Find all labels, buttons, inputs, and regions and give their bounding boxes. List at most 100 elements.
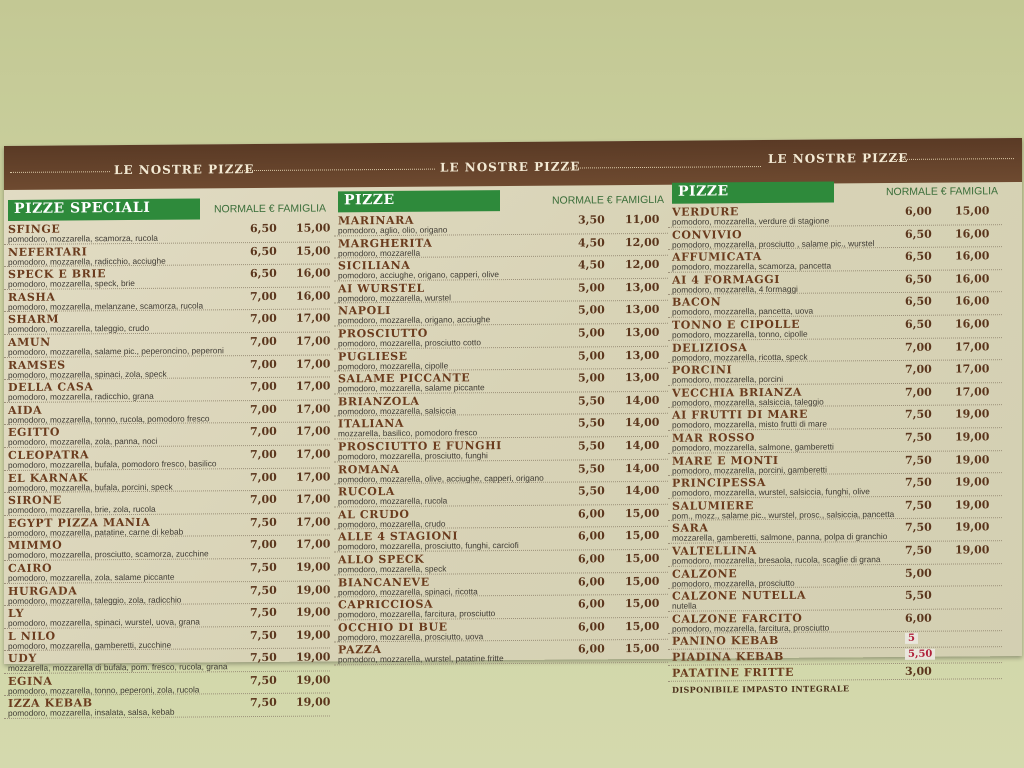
price-famiglia: 19,00 [296, 605, 331, 619]
price-normale: 5,50 [578, 416, 605, 430]
price-famiglia: 17,00 [296, 492, 331, 506]
menu-item: SALAME PICCANTE pomodoro, mozzarella, sal… [334, 368, 668, 395]
item-ingredients: pomodoro, mozzarella, porcini, gamberett… [672, 464, 827, 476]
item-ingredients: pomodoro, mozzarella, ricotta, speck [672, 351, 808, 363]
menu-item: TONNO E CIPOLLE pomodoro, mozzarella, ton… [668, 315, 1002, 341]
menu-item: CALZONE NUTELLA nutella 5,50 [668, 586, 1002, 612]
price-normale: 7,50 [905, 475, 932, 490]
price-normale: 6,50 [905, 317, 932, 331]
menu-item: DELIZIOSA pomodoro, mozzarella, ricotta, … [668, 337, 1002, 363]
item-ingredients: pomodoro, mozzarella, taleggio, crudo [8, 323, 150, 335]
price-normale: 6,00 [578, 597, 605, 611]
menu-item: SICILIANA pomodoro, acciughe, origano, ca… [334, 255, 668, 282]
price-famiglia: 19,00 [955, 543, 990, 557]
price-famiglia: 17,00 [955, 339, 990, 354]
price-normale: 5 [905, 633, 918, 645]
item-ingredients: mozzarella, basilico, pomodoro fresco [338, 427, 478, 439]
menu-item: MARE E MONTI pomodoro, mozzarella, porcin… [668, 450, 1002, 476]
price-normale: 5,00 [578, 281, 605, 295]
price-famiglia: 17,00 [296, 469, 331, 484]
menu-item: AI FRUTTI DI MARE pomodoro, mozzarella, m… [668, 405, 1002, 431]
price-normale: 6,50 [250, 244, 277, 258]
menu-item: VECCHIA BRIANZA pomodoro, mozzarella, sal… [668, 382, 1002, 409]
price-famiglia: 17,00 [955, 362, 990, 376]
divider [10, 171, 110, 173]
price-normale: 7,50 [905, 521, 932, 535]
price-normale: 7,00 [905, 362, 932, 377]
menu-item: SHARM pomodoro, mozzarella, taleggio, cru… [4, 309, 331, 335]
price-famiglia: 16,00 [296, 289, 331, 303]
price-famiglia: 19,00 [955, 520, 990, 534]
menu-item: PORCINI pomodoro, mozzarella, porcini 7,00… [668, 360, 1002, 386]
price-normale: 7,50 [905, 430, 932, 444]
price-famiglia: 17,00 [955, 385, 990, 399]
menu-item: SFINGE pomodoro, mozzarella, scamorza, ru… [4, 219, 331, 245]
price-normale: 5,00 [905, 566, 932, 580]
menu-item: VERDURE pomodoro, mozzarella, verdure di … [668, 202, 1002, 228]
price-famiglia: 17,00 [296, 379, 331, 393]
divider [240, 168, 435, 172]
menu-item: AI WURSTEL pomodoro, mozzarella, wurstel 5… [334, 278, 668, 304]
item-ingredients: pomodoro, mozzarella, speck [338, 563, 447, 575]
price-famiglia: 17,00 [296, 311, 331, 326]
menu-item: MARGHERITA pomodoro, mozzarella 4,50 12,00 [334, 233, 668, 259]
item-ingredients: pomodoro, mozzarella, prosciutto, funghi [338, 450, 488, 462]
menu-item: BACON pomodoro, mozzarella, pancetta, uov… [668, 292, 1002, 318]
price-normale: 5,00 [578, 371, 605, 385]
section-label: PIZZE SPECIALI [8, 198, 200, 221]
price-famiglia: 15,00 [625, 529, 660, 543]
menu-item: CALZONE FARCITO pomodoro, mozzarella, far… [668, 608, 1002, 635]
menu-item: EGINA pomodoro, mozzarella, tonno, pepero… [4, 671, 330, 697]
price-normale: 6,00 [578, 507, 605, 521]
price-header: NORMALE € FAMIGLIA [551, 193, 664, 207]
item-ingredients: pomodoro, mozzarella, radicchio, acciugh… [8, 255, 166, 267]
item-ingredients: pomodoro, mozzarella, scamorza, rucola [8, 232, 158, 244]
price-normale: 4,50 [578, 235, 605, 250]
menu-item: UDY mozzarella, mozzarella di bufala, pom… [4, 648, 331, 674]
menu-item: IZZA KEBAB pomodoro, mozzarella, insalata… [4, 693, 330, 720]
menu-item: VALTELLINA pomodoro, mozzarella, bresaola… [668, 541, 1002, 567]
item-ingredients: pomodoro, mozzarella, misto frutti di ma… [672, 418, 827, 431]
price-famiglia: 12,00 [625, 258, 660, 272]
menu-item: RAMSES pomodoro, mozzarella, spinaci, zol… [4, 355, 330, 381]
price-normale: 7,00 [250, 470, 277, 484]
price-famiglia: 15,00 [296, 221, 331, 235]
price-normale: 7,00 [250, 538, 277, 552]
section-header: PIZZE NORMALE € FAMIGLIA [668, 180, 1002, 205]
item-name: PANINO KEBAB [672, 634, 779, 649]
price-normale: 6,50 [250, 267, 277, 281]
price-header: NORMALE € FAMIGLIA [213, 202, 326, 216]
price-famiglia: 16,00 [955, 249, 990, 263]
price-normale: 7,50 [250, 583, 277, 597]
price-normale: 6,00 [578, 619, 605, 634]
price-normale: 6,00 [578, 529, 605, 543]
menu-item: SIRONE pomodoro, mozzarella, brie, zola, … [4, 490, 331, 516]
price-famiglia: 19,00 [296, 650, 331, 664]
price-famiglia: 14,00 [625, 438, 660, 453]
price-famiglia: 17,00 [296, 424, 331, 439]
price-famiglia: 15,00 [625, 596, 660, 611]
price-normale: 7,50 [250, 605, 277, 620]
menu-item: ITALIANA mozzarella, basilico, pomodoro f… [334, 414, 668, 440]
price-normale: 5,50 [905, 648, 936, 661]
item-ingredients: pomodoro, mozzarella, tonno, peperoni, z… [8, 684, 200, 696]
menu-item: EL KARNAK pomodoro, mozzarella, bufala, p… [4, 467, 331, 494]
item-ingredients: pomodoro, mozzarella, zola, salame picca… [8, 571, 175, 583]
item-ingredients: pomodoro, mozzarella, crudo [338, 518, 446, 530]
item-ingredients: pomodoro, mozzarella, speck, brie [8, 278, 135, 290]
menu-item: BRIANZOLA pomodoro, mozzarella, salsiccia… [334, 391, 668, 417]
price-famiglia: 15,00 [955, 204, 990, 218]
price-normale: 5,50 [905, 588, 932, 603]
price-famiglia: 17,00 [296, 402, 331, 416]
price-famiglia: 13,00 [625, 280, 660, 294]
price-famiglia: 15,00 [296, 244, 331, 258]
item-ingredients: pomodoro, mozzarella, salsiccia, taleggi… [672, 396, 824, 408]
item-ingredients: pomodoro, mozzarella, rucola [338, 495, 448, 507]
menu-item: RUCOLA pomodoro, mozzarella, rucola 5,50 14… [334, 481, 668, 508]
price-normale: 6,00 [578, 574, 605, 588]
menu-item: BIANCANEVE pomodoro, mozzarella, spinaci,… [334, 572, 668, 598]
item-ingredients: pomodoro, mozzarella, spinaci, zola, spe… [8, 368, 167, 380]
price-normale: 4,50 [578, 258, 605, 272]
column-pizze-speciali: PIZZE SPECIALI NORMALE € FAMIGLIA SFINGE po… [4, 197, 331, 720]
item-ingredients: pomodoro, mozzarella, wurstel [338, 292, 451, 304]
